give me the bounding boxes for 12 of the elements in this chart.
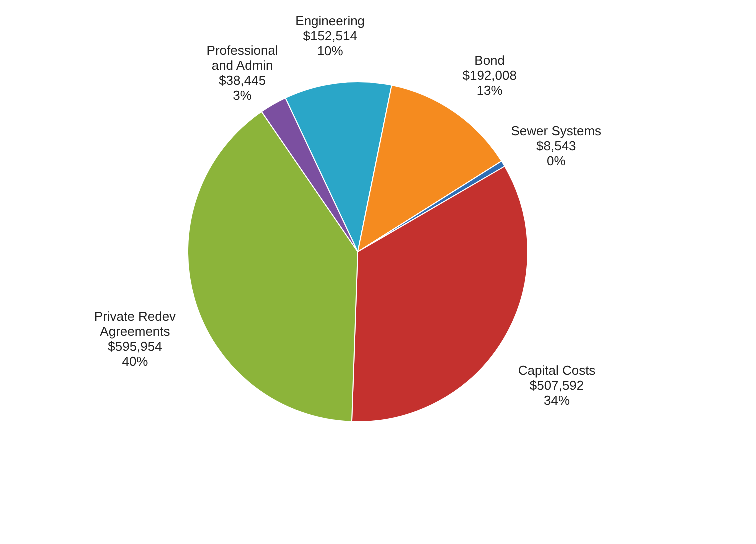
data-label: $507,592 34% [530,378,584,408]
data-label: $595,954 40% [108,338,162,369]
slice-label: Professional and Admin [206,42,278,73]
slice-label: Engineering [296,14,366,29]
data-label: $192,008 13% [462,68,517,98]
data-label: $8,543 0% [536,138,576,169]
slice-label: Bond [474,53,506,68]
data-label: $38,445 3% [219,72,266,103]
data-label: $152,514 10% [303,28,358,59]
slice-label: Private Redev Agreements [94,308,177,339]
slice-label: Capital Costs [518,363,596,378]
slice-label: Sewer Systems [511,124,602,139]
